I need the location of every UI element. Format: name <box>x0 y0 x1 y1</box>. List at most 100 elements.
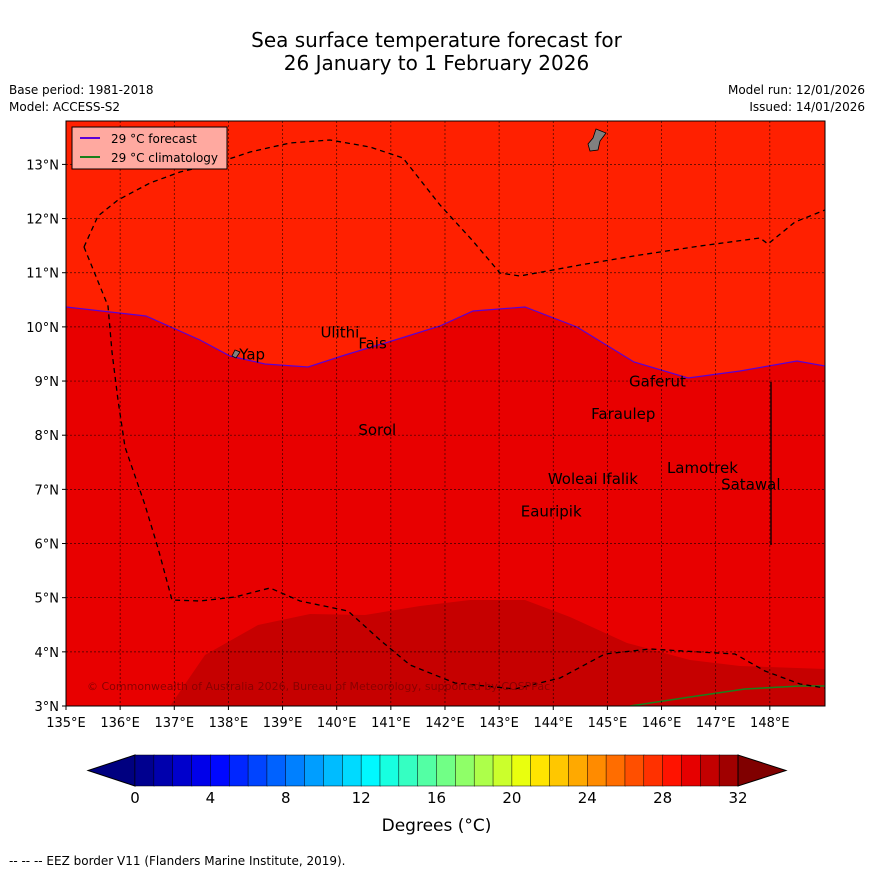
eez-border <box>83 139 825 277</box>
colorbar-swatch <box>511 754 532 787</box>
x-axis-tick-label: 140°E <box>317 716 357 731</box>
chart-title-line1: Sea surface temperature forecast for <box>251 28 622 52</box>
x-axis-tick-label: 138°E <box>209 716 249 731</box>
y-axis-tick-label: 4°N <box>35 646 60 661</box>
x-axis-tick-label: 145°E <box>588 716 628 731</box>
chart-title-line2: 26 January to 1 February 2026 <box>283 51 590 75</box>
colorbar-tick-label: 20 <box>502 789 521 807</box>
colorbar-tick-label: 0 <box>130 789 140 807</box>
colorbar-under-extension <box>86 754 136 787</box>
x-axis-tick-label: 135°E <box>46 716 86 731</box>
colorbar-swatch <box>681 754 702 787</box>
eez-footnote: -- -- -- EEZ border V11 (Flanders Marine… <box>9 854 346 868</box>
colorbar-swatch <box>624 754 645 787</box>
colorbar-swatch <box>700 754 720 787</box>
place-label-eauripik: Eauripik <box>521 502 582 520</box>
place-label-woleai: Woleai <box>548 470 598 488</box>
sst-region-29-30 <box>66 307 825 706</box>
colorbar-swatch <box>342 754 362 787</box>
colorbar-swatch <box>549 754 570 787</box>
place-label-fais: Fais <box>358 335 387 353</box>
y-axis-tick-label: 5°N <box>35 592 60 607</box>
colorbar-swatch <box>492 754 513 787</box>
legend-box <box>71 126 228 170</box>
x-axis-tick-label: 139°E <box>263 716 303 731</box>
y-axis-tick-label: 3°N <box>35 700 60 715</box>
x-axis-tick-label: 142°E <box>425 716 465 731</box>
colorbar-tick-label: 28 <box>653 789 672 807</box>
place-label-lamotrek: Lamotrek <box>667 459 738 477</box>
colorbar-swatch <box>304 754 325 787</box>
y-axis-tick-label: 9°N <box>35 375 60 390</box>
legend-climatology-label: 29 °C climatology <box>111 151 218 165</box>
y-axis-tick-label: 12°N <box>26 213 59 228</box>
y-axis-tick-label: 11°N <box>26 267 59 282</box>
colorbar-swatch <box>398 754 419 787</box>
colorbar-swatch <box>285 754 306 787</box>
colorbar-swatch <box>323 754 344 787</box>
axis-labels: 135°E 136°E 137°E 138°E 139°E 140°E 141°E 142°E… <box>26 158 789 731</box>
x-axis-tick-label: 141°E <box>371 716 411 731</box>
y-axis-tick-label: 13°N <box>26 158 59 173</box>
colorbar-swatch <box>718 754 739 787</box>
x-axis-tick-label: 146°E <box>642 716 682 731</box>
place-label-satawal: Satawal <box>721 475 780 493</box>
colorbar-swatch <box>210 754 230 787</box>
colorbar-swatch <box>417 754 438 787</box>
place-label-ulithi: Ulithi <box>320 324 359 342</box>
colorbar-swatch <box>228 754 249 787</box>
place-label-gaferut: Gaferut <box>629 372 686 390</box>
y-axis-tick-label: 8°N <box>35 429 60 444</box>
colorbar-swatch <box>643 754 664 787</box>
climatology-isotherm-line <box>629 685 825 706</box>
colorbar-over-extension <box>737 754 788 787</box>
colorbar-swatch <box>191 754 212 787</box>
copyright-notice: © Commonwealth of Australia 2026, Bureau… <box>87 680 550 693</box>
colorbar-swatch <box>455 754 475 787</box>
colorbar-swatch <box>662 754 683 787</box>
eez-border <box>83 246 825 690</box>
colorbar-tick-label: 32 <box>728 789 747 807</box>
colorbar-swatch <box>266 754 287 787</box>
colorbar-swatch <box>153 754 174 787</box>
colorbar-swatch <box>360 754 381 787</box>
x-axis-tick-label: 136°E <box>100 716 140 731</box>
colorbar-tick-label: 16 <box>427 789 446 807</box>
colorbar-swatch <box>134 754 155 787</box>
colorbar-tick-label: 24 <box>578 789 597 807</box>
x-axis-tick-label: 137°E <box>155 716 195 731</box>
sst-region-30-31 <box>170 600 825 706</box>
y-axis-tick-label: 7°N <box>35 483 60 498</box>
colorbar-swatch <box>172 754 193 787</box>
colorbar-swatch <box>436 754 457 787</box>
place-label-sorol: Sorol <box>358 421 396 439</box>
colorbar-tick-labels: 0 4 8 12 16 20 24 28 32 <box>130 789 747 807</box>
x-axis-tick-label: 143°E <box>479 716 519 731</box>
colorbar-swatch <box>568 754 588 787</box>
colorbar-unit-label: Degrees (°C) <box>381 816 492 836</box>
x-axis-tick-label: 144°E <box>533 716 573 731</box>
map-frame <box>65 120 826 707</box>
colorbar-tick-label: 4 <box>206 789 216 807</box>
yap-landmass <box>231 349 241 359</box>
forecast-isotherm-line <box>66 306 825 379</box>
model-run: Model run: 12/01/2026 <box>727 83 865 97</box>
colorbar-swatch <box>247 754 268 787</box>
x-axis-tick-label: 148°E <box>750 716 790 731</box>
colorbar-tick-label: 12 <box>352 789 371 807</box>
place-label-yap: Yap <box>238 345 265 363</box>
colorbar-swatch <box>605 754 626 787</box>
colorbar-tick-label: 8 <box>281 789 291 807</box>
colorbar <box>86 754 788 787</box>
model-name: Model: ACCESS-S2 <box>9 100 121 114</box>
y-axis-tick-label: 10°N <box>26 321 59 336</box>
colorbar-swatch <box>530 754 551 787</box>
place-label-ifalik: Ifalik <box>602 470 638 488</box>
guam-landmass <box>587 128 607 152</box>
legend-forecast-label: 29 °C forecast <box>111 132 197 146</box>
x-axis-tick-label: 147°E <box>696 716 736 731</box>
issued-date: Issued: 14/01/2026 <box>749 100 865 114</box>
